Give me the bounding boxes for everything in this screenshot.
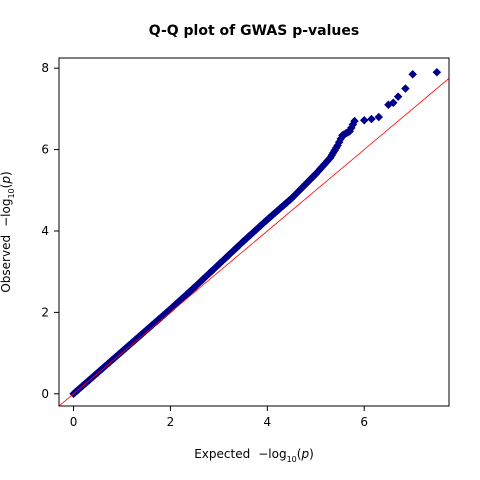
data-point	[374, 112, 384, 122]
y-axis-label-var: p	[0, 176, 13, 185]
data-point	[388, 98, 398, 108]
y-tick-label: 2	[41, 305, 49, 319]
x-tick-label: 6	[360, 415, 368, 429]
data-series	[69, 67, 442, 399]
x-axis: 0 2 4 6	[70, 406, 368, 429]
y-axis: 0 2 4 6 8	[41, 61, 59, 401]
y-axis-label: Observed −log10(p)	[0, 171, 16, 292]
x-axis-label-minus-log: −log	[258, 447, 286, 461]
data-point	[401, 84, 410, 93]
x-axis-label-close: )	[309, 447, 314, 461]
y-axis-label-minus-log: −log	[0, 199, 13, 227]
reference-line	[59, 78, 449, 406]
data-point	[359, 115, 369, 125]
y-tick-label: 0	[41, 387, 49, 401]
y-axis-label-prefix: Observed	[0, 235, 13, 293]
data-point	[432, 67, 442, 77]
data-point	[350, 116, 359, 126]
y-tick-label: 8	[41, 61, 49, 75]
plot-frame	[58, 57, 450, 407]
x-axis-label-var: p	[300, 447, 309, 461]
x-axis-label: Expected −log10(p)	[194, 447, 314, 464]
x-tick-label: 4	[264, 415, 272, 429]
x-axis-label-open: (	[297, 447, 302, 461]
x-axis-label-prefix: Expected	[194, 447, 250, 461]
x-axis-label-sub: 10	[287, 455, 297, 464]
y-tick-label: 4	[41, 224, 49, 238]
y-axis-label-open: (	[0, 184, 13, 189]
data-point	[393, 92, 403, 102]
y-axis-label-sub: 10	[7, 188, 16, 198]
y-tick-label: 6	[41, 143, 49, 157]
x-tick-label: 2	[167, 415, 175, 429]
y-axis-label-close: )	[0, 171, 13, 176]
chart-title: Q-Q plot of GWAS p-values	[149, 23, 359, 39]
data-point	[408, 69, 418, 79]
x-tick-label: 0	[70, 415, 78, 429]
plot-area	[59, 67, 449, 406]
data-point	[367, 114, 376, 124]
